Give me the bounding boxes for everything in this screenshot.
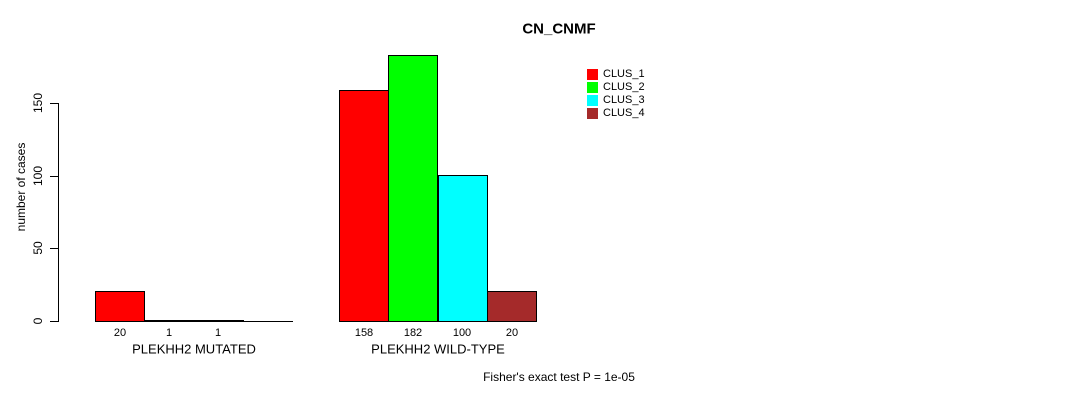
bar-clus_3 <box>194 320 244 322</box>
y-tick-label: 100 <box>31 165 45 187</box>
y-tick-mark <box>50 176 58 177</box>
legend-item: CLUS_3 <box>587 94 645 106</box>
legend-swatch <box>587 94 598 106</box>
bar-value-label: 182 <box>403 327 423 339</box>
legend-label: CLUS_4 <box>603 107 645 119</box>
y-axis-line <box>58 103 59 322</box>
bar-clus_4 <box>487 291 537 322</box>
legend-swatch <box>587 81 598 93</box>
y-tick-label: 0 <box>31 317 45 325</box>
x-group-label: PLEKHH2 WILD-TYPE <box>371 341 505 357</box>
y-tick-mark <box>50 103 58 104</box>
y-axis-title: number of cases <box>14 142 28 232</box>
stat-test-note: Fisher's exact test P = 1e-05 <box>483 370 635 384</box>
bar-clus_1 <box>339 90 389 322</box>
y-tick-label: 50 <box>31 241 45 255</box>
y-tick-mark <box>50 248 58 249</box>
bar-value-label: 100 <box>452 327 472 339</box>
bar-value-label: 1 <box>214 327 222 339</box>
y-tick-mark <box>50 321 58 322</box>
bar-value-label: 20 <box>113 327 127 339</box>
legend-swatch <box>587 68 598 80</box>
x-group-label: PLEKHH2 MUTATED <box>132 341 256 357</box>
legend-item: CLUS_4 <box>587 107 645 119</box>
legend-label: CLUS_1 <box>603 68 645 80</box>
legend-item: CLUS_2 <box>587 81 645 93</box>
bar-value-label: 20 <box>505 327 519 339</box>
bar-clus_1 <box>95 291 145 322</box>
bar-clus_2 <box>144 320 194 322</box>
bar-value-label: 158 <box>354 327 374 339</box>
chart-title: CN_CNMF <box>522 20 596 38</box>
legend-item: CLUS_1 <box>587 68 645 80</box>
bar-value-label: 1 <box>165 327 173 339</box>
bar-clus_4 <box>243 321 293 322</box>
legend-swatch <box>587 107 598 119</box>
bar-clus_3 <box>438 175 488 322</box>
y-tick-label: 150 <box>31 92 45 114</box>
bar-clus_2 <box>388 55 438 322</box>
legend-label: CLUS_3 <box>603 94 645 106</box>
legend: CLUS_1 CLUS_2 CLUS_3 CLUS_4 <box>587 68 645 120</box>
legend-label: CLUS_2 <box>603 81 645 93</box>
